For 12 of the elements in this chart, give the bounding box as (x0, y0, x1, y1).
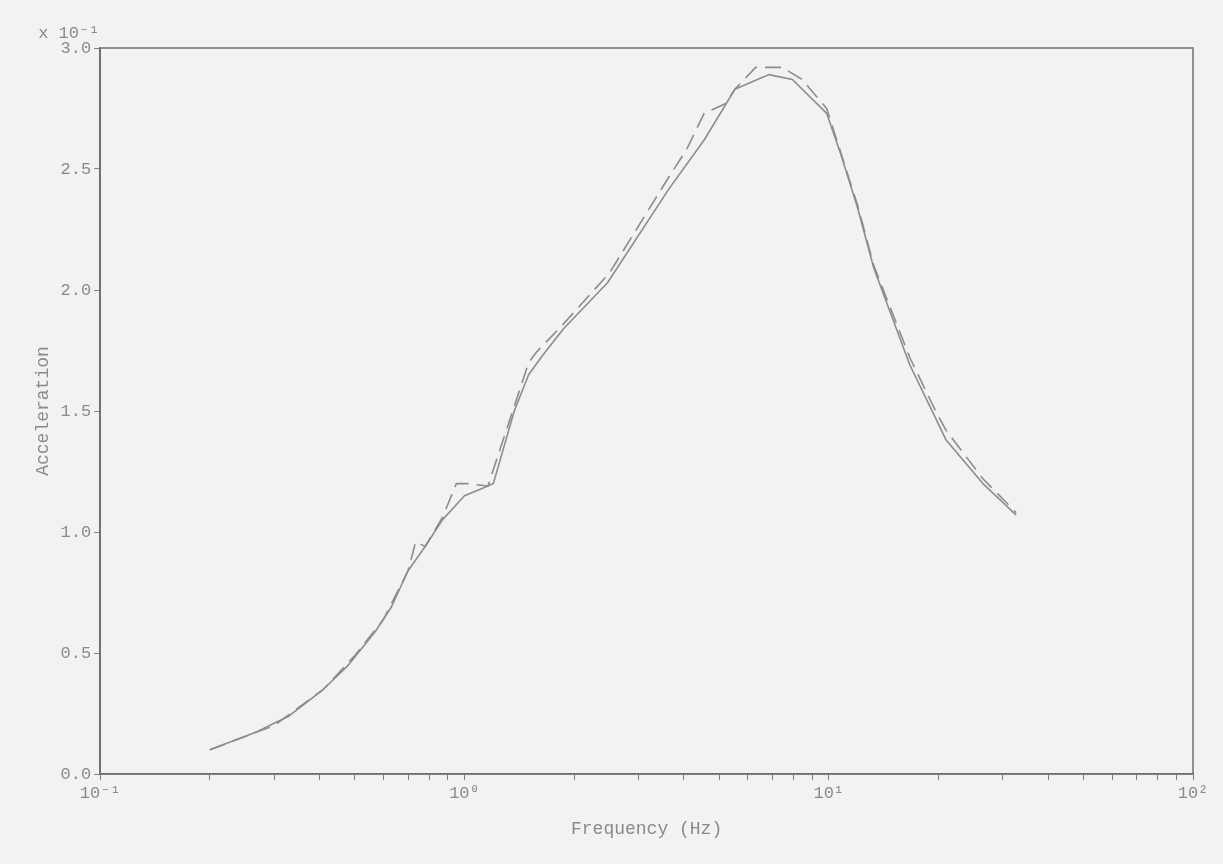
y-axis-title: Acceleration (32, 346, 53, 476)
y-tick-label: 0.5 (60, 643, 92, 663)
y-tick-label: 0.0 (60, 764, 92, 784)
x-tick-label: 10⁰ (449, 783, 480, 803)
y-tick-label: 1.0 (60, 522, 92, 542)
x-tick-label: 10¹ (813, 783, 845, 803)
x-axis-title: Frequency (Hz) (570, 818, 723, 839)
x-tick-label: 10² (1177, 783, 1209, 803)
y-tick-label: 2.5 (60, 159, 92, 179)
y-tick-label: 1.5 (60, 401, 92, 421)
x-tick-label: 10⁻¹ (79, 783, 121, 803)
y-tick-label: 2.0 (60, 280, 92, 300)
